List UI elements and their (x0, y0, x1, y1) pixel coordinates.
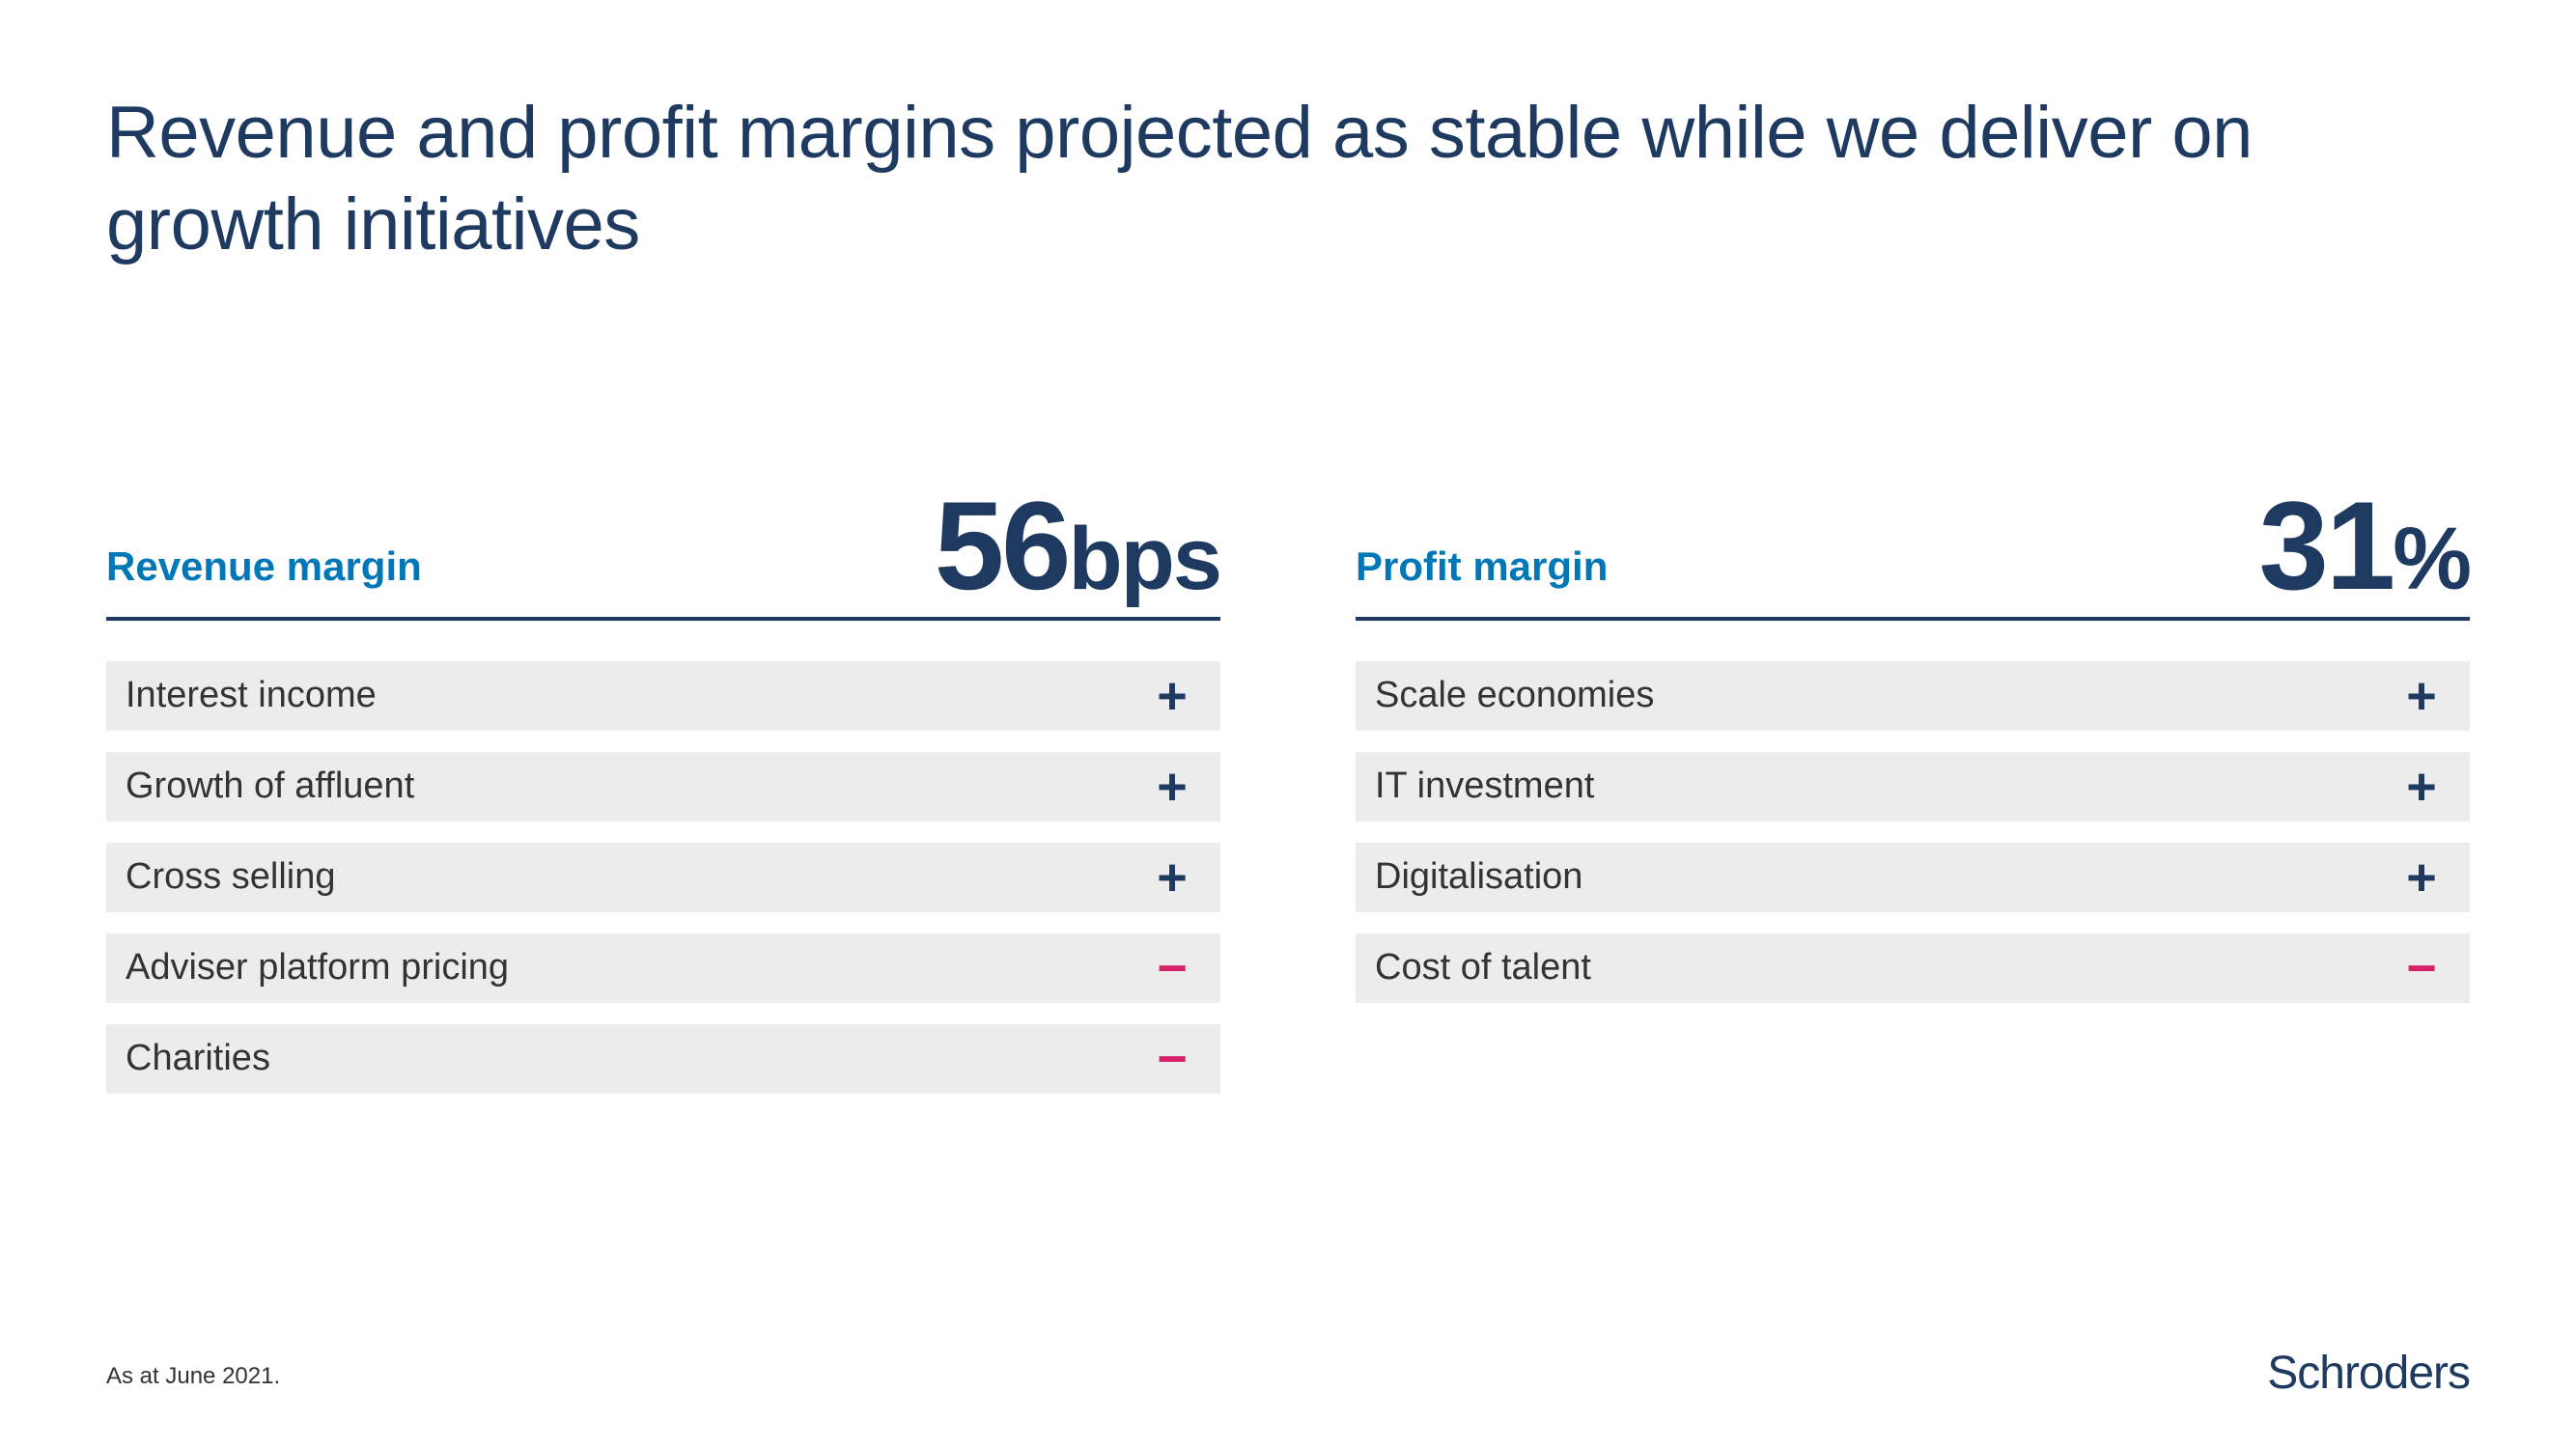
plus-icon: + (2402, 761, 2441, 813)
factor-row: Charities − (106, 1024, 1220, 1094)
footnote: As at June 2021. (106, 1363, 280, 1390)
factor-label: IT investment (1375, 766, 1594, 807)
profit-margin-column: Profit margin 31% Scale economies+IT inv… (1356, 492, 2470, 1094)
plus-icon: + (2402, 851, 2441, 904)
factor-label: Scale economies (1375, 675, 1654, 716)
revenue-number: 56 (935, 475, 1069, 616)
revenue-label: Revenue margin (106, 543, 422, 599)
plus-icon: + (1153, 851, 1191, 904)
factor-label: Interest income (126, 675, 377, 716)
schroders-logo: Schroders (2267, 1347, 2470, 1400)
factor-label: Cost of talent (1375, 947, 1591, 989)
profit-rows: Scale economies+IT investment+Digitalisa… (1356, 661, 2470, 1003)
revenue-header: Revenue margin 56bps (106, 492, 1220, 621)
minus-icon: − (2402, 942, 2441, 994)
profit-number: 31 (2259, 475, 2394, 616)
factor-row: Cost of talent − (1356, 933, 2470, 1003)
factor-row: Digitalisation + (1356, 843, 2470, 912)
plus-icon: + (1153, 670, 1191, 722)
factor-label: Cross selling (126, 856, 336, 898)
factor-label: Growth of affluent (126, 766, 414, 807)
profit-unit: % (2393, 510, 2470, 608)
plus-icon: + (1153, 761, 1191, 813)
factor-label: Charities (126, 1038, 270, 1079)
factor-label: Digitalisation (1375, 856, 1582, 898)
revenue-rows: Interest income+Growth of affluent+Cross… (106, 661, 1220, 1094)
columns-container: Revenue margin 56bps Interest income+Gro… (106, 492, 2470, 1094)
slide-title: Revenue and profit margins projected as … (106, 87, 2470, 270)
factor-label: Adviser platform pricing (126, 947, 509, 989)
factor-row: Cross selling + (106, 843, 1220, 912)
minus-icon: − (1153, 1033, 1191, 1085)
plus-icon: + (2402, 670, 2441, 722)
profit-header: Profit margin 31% (1356, 492, 2470, 621)
factor-row: Growth of affluent + (106, 752, 1220, 821)
revenue-unit: bps (1068, 510, 1220, 608)
factor-row: Adviser platform pricing − (106, 933, 1220, 1003)
revenue-value: 56bps (935, 492, 1220, 599)
factor-row: IT investment + (1356, 752, 2470, 821)
factor-row: Interest income + (106, 661, 1220, 731)
revenue-margin-column: Revenue margin 56bps Interest income+Gro… (106, 492, 1220, 1094)
factor-row: Scale economies + (1356, 661, 2470, 731)
minus-icon: − (1153, 942, 1191, 994)
profit-value: 31% (2259, 492, 2470, 599)
profit-label: Profit margin (1356, 543, 1608, 599)
